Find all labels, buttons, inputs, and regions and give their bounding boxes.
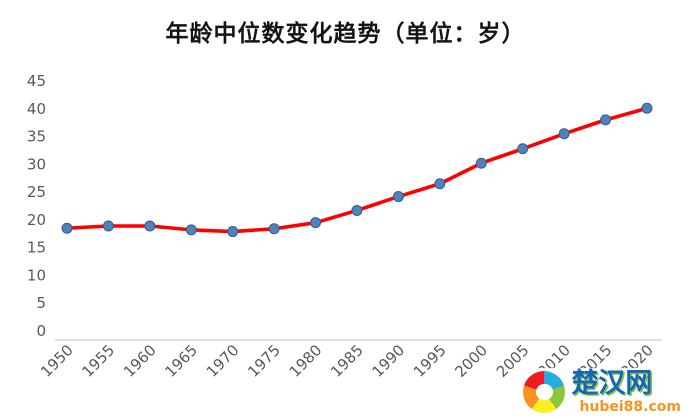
y-axis-tick-label: 5 xyxy=(36,294,46,312)
data-point-marker xyxy=(641,102,653,114)
y-axis-tick-label: 35 xyxy=(27,128,46,146)
data-point-marker xyxy=(558,128,570,140)
data-point-marker xyxy=(185,224,197,236)
watermark-site-name: 楚汉网 xyxy=(571,368,653,399)
y-axis-tick-label: 10 xyxy=(27,266,46,284)
x-axis-tick-label: 1985 xyxy=(327,341,367,381)
y-axis-tick-label: 30 xyxy=(27,155,46,173)
data-point-marker xyxy=(61,222,73,234)
x-axis-tick-label: 1965 xyxy=(161,341,201,381)
data-point-marker xyxy=(475,157,487,169)
data-point-marker xyxy=(227,226,239,238)
watermark-logo-icon xyxy=(523,371,566,413)
data-point-marker xyxy=(351,204,363,216)
data-point-marker xyxy=(517,143,529,155)
y-axis-tick-label: 0 xyxy=(36,322,46,340)
x-axis-tick-label: 1960 xyxy=(120,341,160,381)
data-point-marker xyxy=(310,217,322,229)
x-axis-tick-label: 1975 xyxy=(244,341,284,381)
y-axis-tick-label: 45 xyxy=(27,72,46,90)
y-axis-tick-label: 40 xyxy=(27,100,46,118)
watermark-site-url: hubei88.com xyxy=(579,399,681,415)
x-axis-tick-label: 1955 xyxy=(79,341,119,381)
x-axis-tick-label: 1950 xyxy=(37,341,77,381)
data-point-marker xyxy=(144,220,156,232)
data-point-marker xyxy=(392,191,404,203)
x-axis-tick-label: 1980 xyxy=(286,341,326,381)
chart-title: 年龄中位数变化趋势（单位：岁） xyxy=(165,21,526,47)
x-axis-tick-label: 1990 xyxy=(369,341,409,381)
watermark: 楚汉网 hubei88.com xyxy=(519,368,685,416)
x-axis-tick-label: 2000 xyxy=(451,341,491,381)
y-axis-tick-label: 20 xyxy=(27,211,46,229)
y-axis-tick-label: 25 xyxy=(27,183,46,201)
watermark-text: 楚汉网 hubei88.com xyxy=(571,370,681,414)
data-point-marker xyxy=(268,223,280,235)
y-axis-tick-label: 15 xyxy=(27,239,46,257)
data-point-marker xyxy=(600,114,612,126)
data-point-marker xyxy=(434,178,446,190)
x-axis-tick-label: 1970 xyxy=(203,341,243,381)
data-point-marker xyxy=(102,220,114,232)
x-axis-tick-label: 1995 xyxy=(410,341,450,381)
